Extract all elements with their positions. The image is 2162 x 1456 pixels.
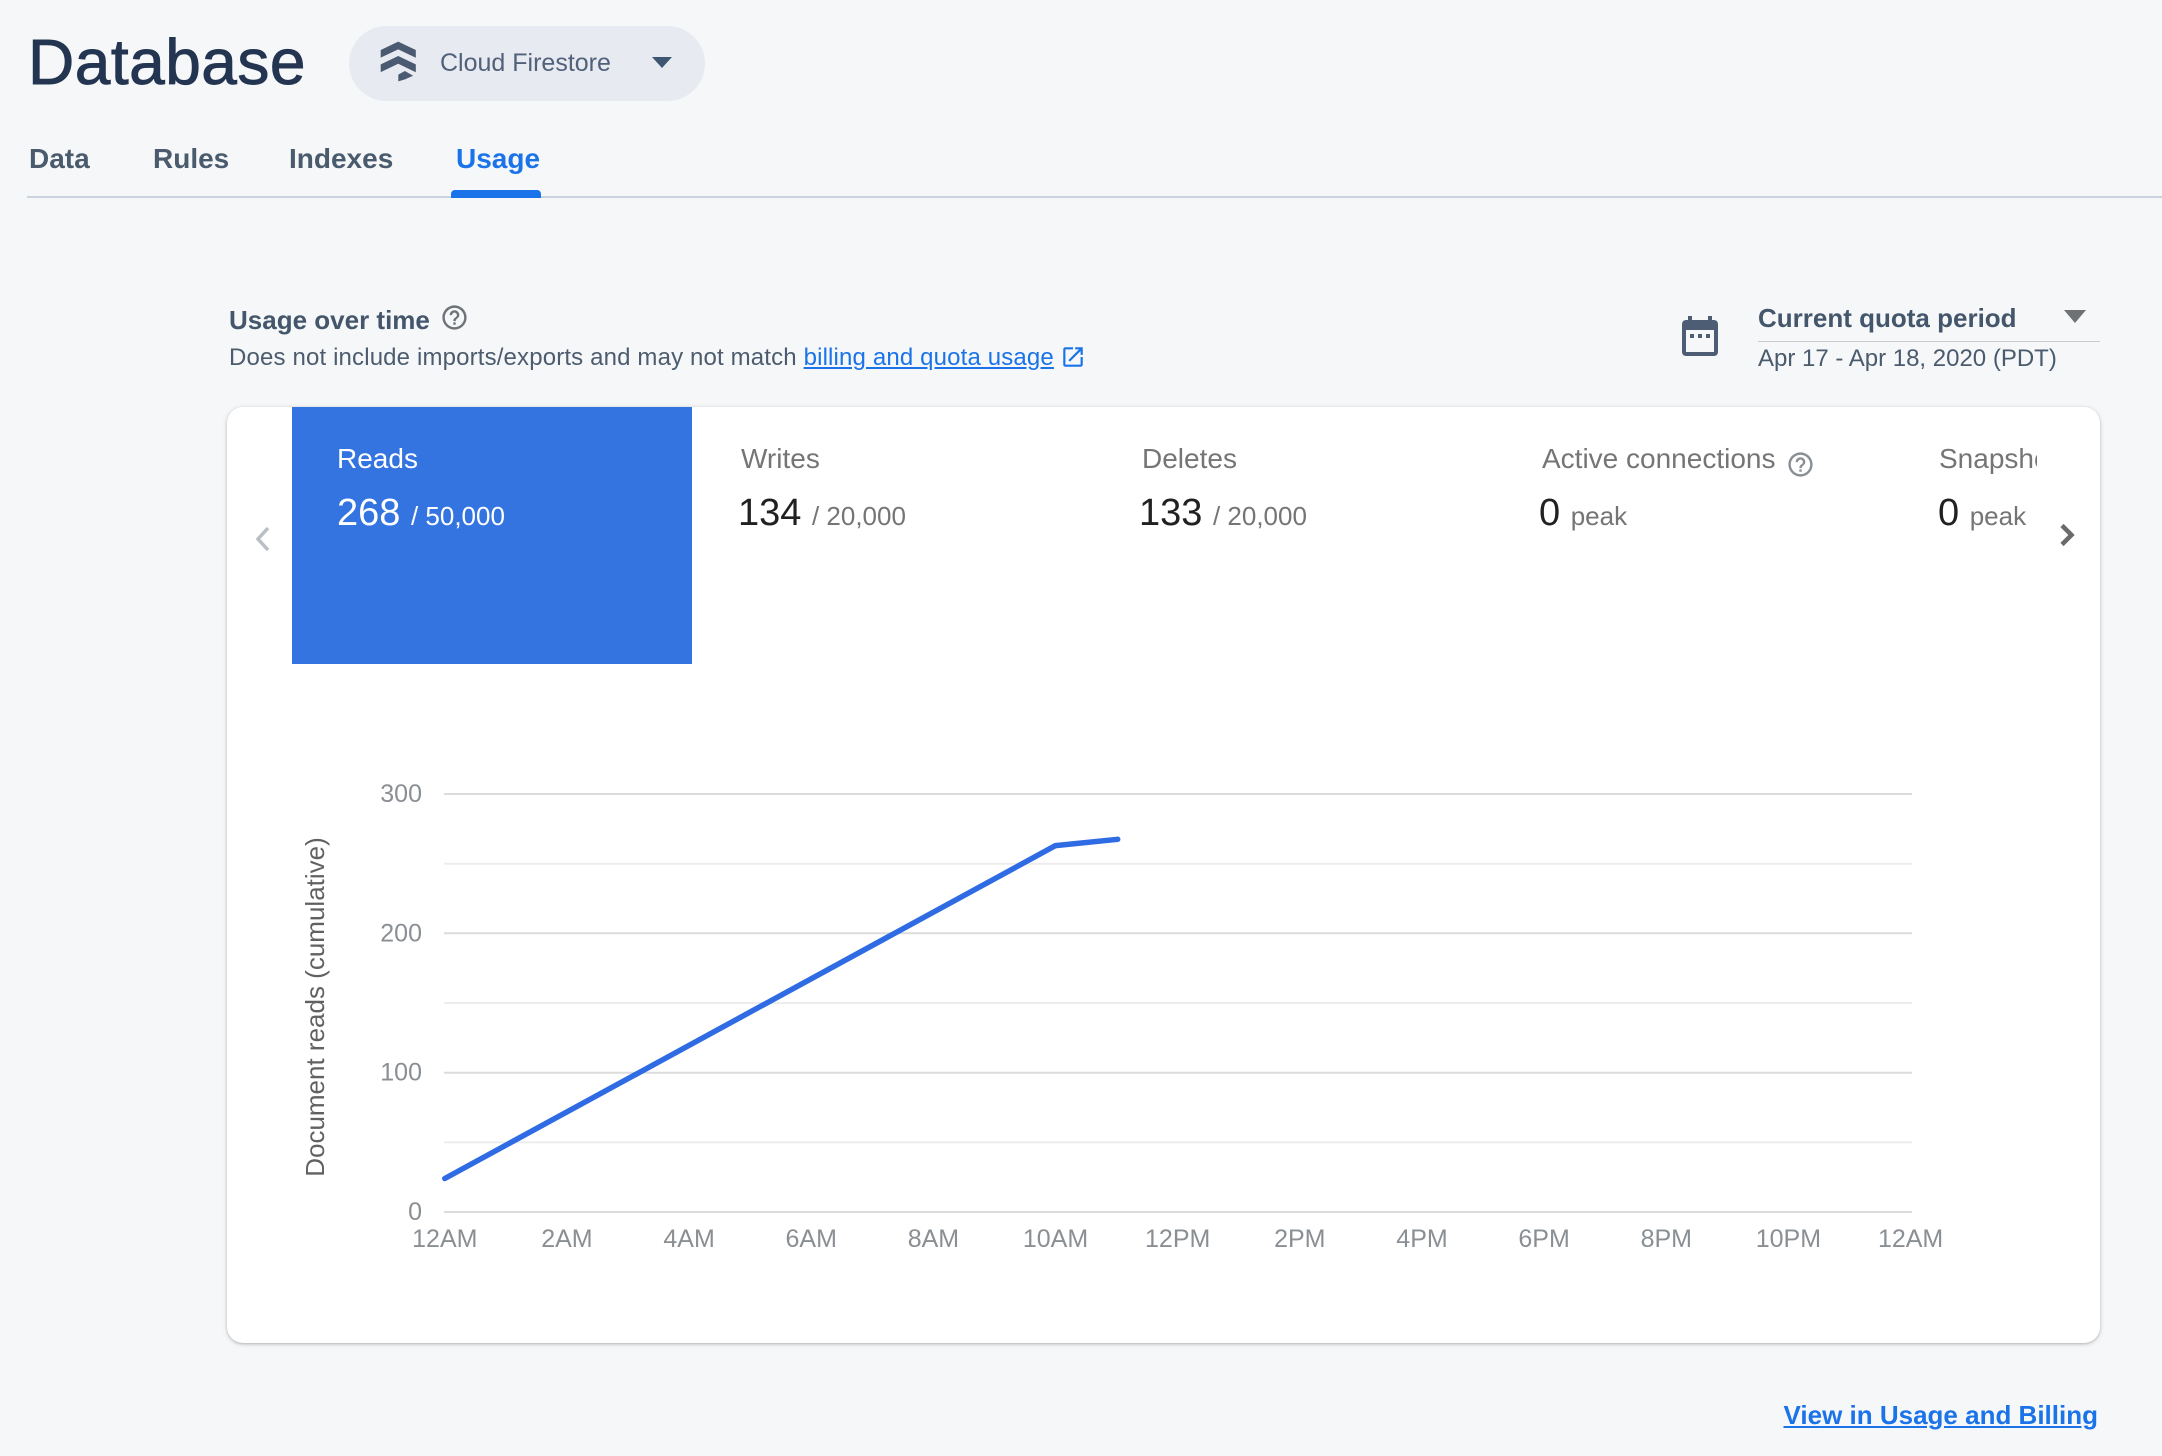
svg-text:6PM: 6PM [1518,1225,1569,1253]
svg-text:12AM: 12AM [412,1225,477,1253]
svg-text:200: 200 [380,919,422,947]
svg-text:2PM: 2PM [1274,1225,1325,1253]
svg-text:10AM: 10AM [1023,1225,1088,1253]
svg-text:4AM: 4AM [663,1225,714,1253]
svg-text:12AM: 12AM [1878,1225,1943,1253]
svg-text:10PM: 10PM [1756,1225,1821,1253]
svg-text:300: 300 [380,780,422,808]
svg-text:Document reads (cumulative): Document reads (cumulative) [300,837,330,1177]
svg-text:8AM: 8AM [908,1225,959,1253]
svg-text:0: 0 [408,1198,422,1226]
svg-text:4PM: 4PM [1396,1225,1447,1253]
svg-text:6AM: 6AM [785,1225,836,1253]
svg-text:12PM: 12PM [1145,1225,1210,1253]
svg-text:100: 100 [380,1059,422,1087]
svg-text:2AM: 2AM [541,1225,592,1253]
svg-text:8PM: 8PM [1641,1225,1692,1253]
